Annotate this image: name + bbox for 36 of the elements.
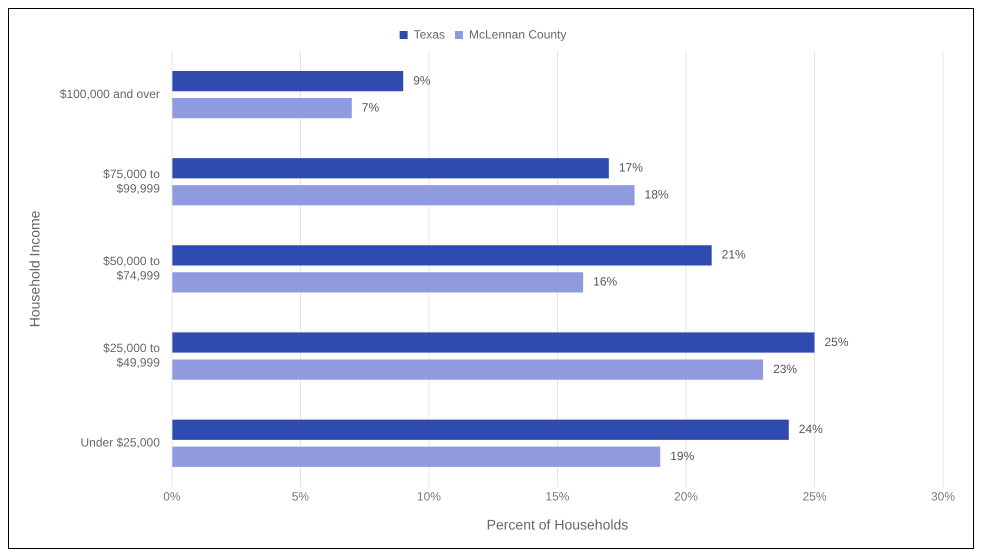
y-tick-label: Under $25,000 (80, 436, 160, 450)
legend-label: McLennan County (468, 27, 566, 42)
y-tick-label: $50,000 to $74,999 (103, 254, 160, 282)
data-label: 16% (593, 274, 618, 289)
y-axis-title: Household Income (26, 210, 42, 328)
data-label: 19% (670, 449, 695, 464)
data-label: 17% (618, 160, 644, 175)
x-tick-label: 20% (674, 489, 698, 504)
data-label: 9% (413, 73, 431, 88)
data-label: 23% (773, 362, 798, 376)
x-tick-label: 30% (930, 489, 956, 504)
bar (172, 185, 635, 206)
x-tick-label: 10% (416, 489, 442, 504)
x-tick-label: 15% (545, 489, 570, 504)
data-label: 21% (722, 248, 746, 262)
bar (172, 332, 814, 353)
legend-label: Texas (414, 27, 445, 42)
data-label: 7% (362, 100, 380, 114)
x-tick-label: 25% (802, 489, 827, 504)
data-label: 18% (644, 188, 669, 202)
bar (172, 272, 584, 293)
bar (172, 98, 352, 118)
x-tick-label: 5% (292, 489, 310, 504)
bar (172, 158, 609, 178)
x-tick-label: 0% (163, 489, 181, 504)
y-tick-label: $75,000 to $99,999 (103, 166, 160, 196)
bar (172, 446, 660, 467)
x-axis-title: Percent of Households (486, 516, 628, 532)
bar (172, 359, 764, 380)
y-tick-label: $100,000 and over (60, 86, 160, 101)
bar (172, 70, 404, 92)
y-tick-label: $25,000 to $49,999 (103, 341, 160, 370)
bar (172, 420, 789, 440)
data-label: 25% (824, 334, 849, 349)
data-label: 24% (798, 422, 824, 436)
bar (172, 245, 712, 266)
